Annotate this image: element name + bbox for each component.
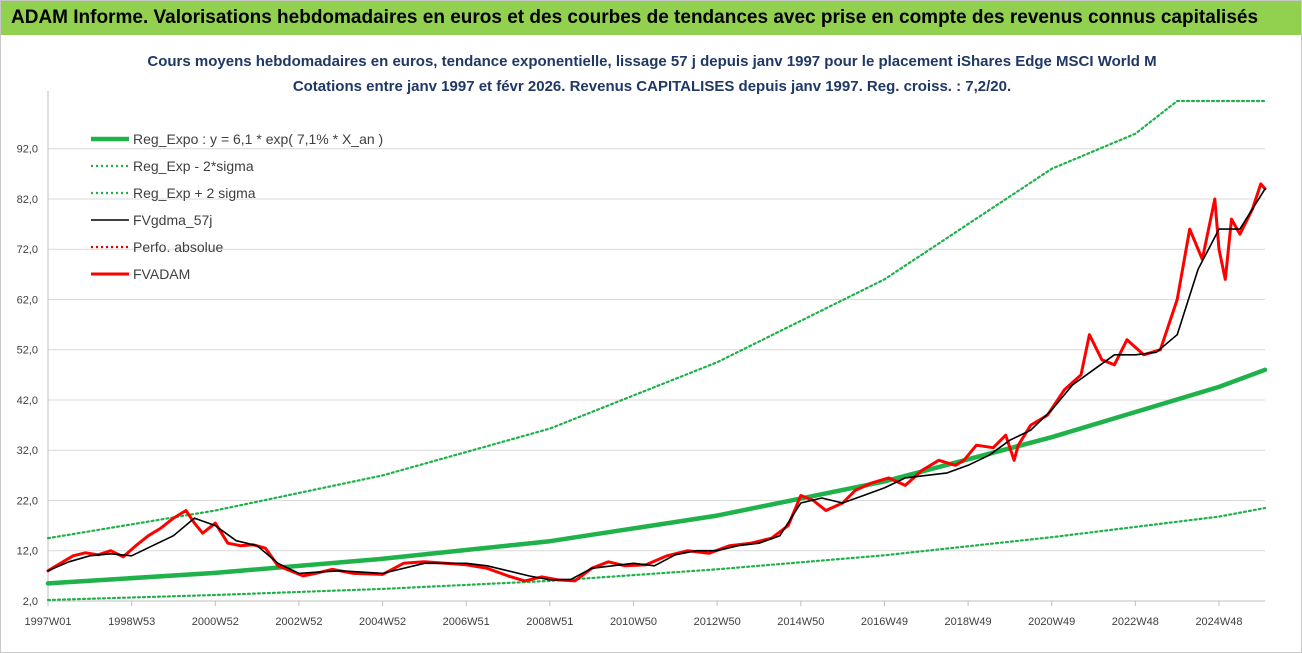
x-tick-label: 2020W49: [1028, 616, 1075, 628]
y-tick-label: 72,0: [17, 244, 38, 256]
legend-label: Reg_Exp - 2*sigma: [133, 158, 254, 174]
x-tick-label: 2024W48: [1195, 616, 1242, 628]
x-axis-ticks: 1997W01 1998W53 2000W52 2002W52 2004W52 2006W…: [24, 616, 1242, 628]
legend-label: Reg_Expo : y = 6,1 * exp( 7,1% * X_an ): [133, 131, 383, 147]
legend-label: Reg_Exp + 2 sigma: [133, 185, 256, 201]
legend: Reg_Expo : y = 6,1 * exp( 7,1% * X_an ) R…: [91, 131, 383, 282]
y-tick-label: 92,0: [17, 144, 38, 156]
x-tick-label: 2018W49: [945, 616, 992, 628]
x-tick-label: 2002W52: [275, 616, 322, 628]
grid-lines: [47, 91, 1265, 606]
series-line-0: [45, 367, 1268, 586]
x-tick-label: 1998W53: [108, 616, 155, 628]
x-tick-label: 2008W51: [526, 616, 573, 628]
y-tick-label: 82,0: [17, 194, 38, 206]
y-tick-label: 52,0: [17, 345, 38, 357]
x-tick-label: 2016W49: [861, 616, 908, 628]
x-tick-label: 2010W50: [610, 616, 657, 628]
series-line-2: [46, 99, 1267, 540]
series-line-1: [46, 506, 1267, 602]
x-tick-label: 2000W52: [192, 616, 239, 628]
x-tick-label: 1997W01: [24, 616, 71, 628]
y-tick-label: 42,0: [17, 395, 38, 407]
legend-label: FVgdma_57j: [133, 212, 212, 228]
series-line-5: [46, 182, 1267, 583]
x-tick-label: 2022W48: [1112, 616, 1159, 628]
y-axis-ticks: 2,0 12,0 22,0 32,0 42,0 52,0 62,0 72,0 82,0 92,0: [17, 144, 38, 608]
y-tick-label: 22,0: [17, 495, 38, 507]
x-tick-label: 2006W51: [443, 616, 490, 628]
y-tick-label: 12,0: [17, 546, 38, 558]
series-lines: [45, 99, 1268, 602]
chart-title-line-2: Cotations entre janv 1997 et févr 2026. …: [292, 78, 1012, 95]
series-line-3: [47, 188, 1266, 581]
x-tick-label: 2012W50: [694, 616, 741, 628]
x-tick-label: 2004W52: [359, 616, 406, 628]
legend-label: Perfo. absolue: [133, 239, 223, 255]
y-tick-label: 62,0: [17, 294, 38, 306]
y-tick-label: 2,0: [23, 596, 38, 608]
report-banner-title: ADAM Informe. Valorisations hebdomadaire…: [1, 1, 1301, 35]
x-tick-label: 2014W50: [777, 616, 824, 628]
chart-title-line-1: Cours moyens hebdomadaires en euros, ten…: [147, 53, 1157, 70]
y-tick-label: 32,0: [17, 445, 38, 457]
legend-label: FVADAM: [133, 266, 190, 282]
